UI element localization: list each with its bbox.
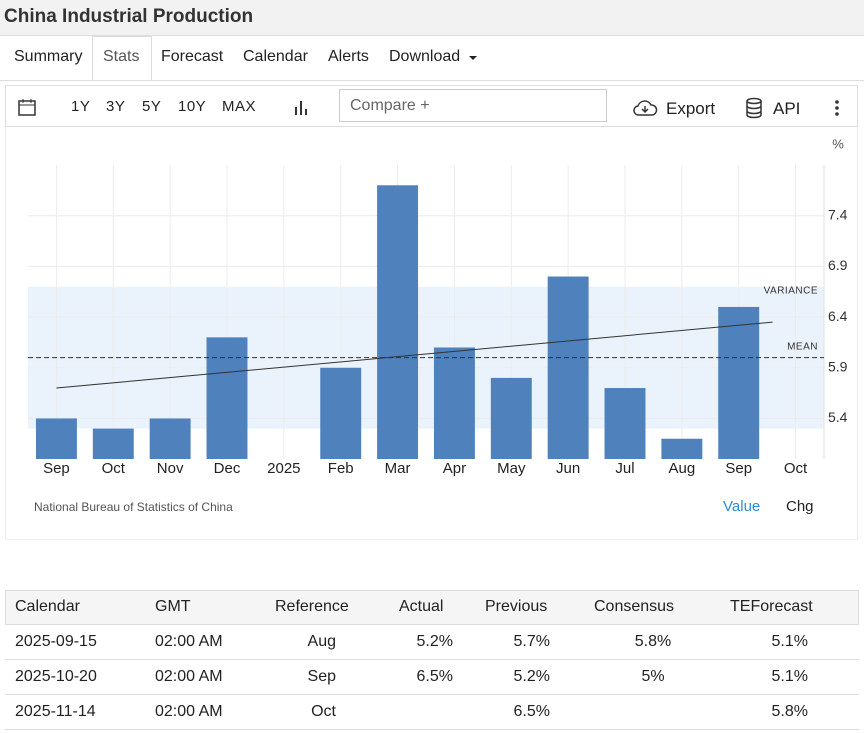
table-cell: 2025-10-20 <box>15 668 97 686</box>
table-cell: 5.1% <box>772 633 808 651</box>
y-tick-label: 6.4 <box>828 308 848 324</box>
bar <box>661 439 702 459</box>
table-cell: 6.5% <box>417 668 453 686</box>
x-tick-label: Sep <box>725 460 752 477</box>
table-cell: 02:00 AM <box>155 633 223 651</box>
divider <box>0 80 864 81</box>
x-tick-label: Oct <box>102 460 126 477</box>
x-tick-label: Oct <box>784 460 808 477</box>
unit-label: % <box>832 136 844 151</box>
x-tick-label: Apr <box>443 460 466 477</box>
row-divider <box>5 694 859 695</box>
table-cell: 02:00 AM <box>155 703 223 721</box>
table-cell: 5.2% <box>417 633 453 651</box>
calendar-icon[interactable] <box>17 97 37 117</box>
dropdown-caret <box>468 54 478 62</box>
bar <box>93 429 134 459</box>
column-header: Reference <box>275 598 349 616</box>
page-title: China Industrial Production <box>4 6 253 28</box>
x-tick-label: Sep <box>43 460 70 477</box>
bar <box>491 378 532 459</box>
range-button[interactable]: 10Y <box>178 98 206 115</box>
table-cell: 5% <box>641 668 664 686</box>
bar <box>434 347 475 459</box>
table-cell: Oct <box>311 703 336 721</box>
x-tick-label: May <box>497 460 526 477</box>
table-cell: Aug <box>308 633 336 651</box>
row-divider <box>5 729 859 730</box>
x-tick-label: Jun <box>556 460 580 477</box>
tab[interactable]: Alerts <box>328 48 369 66</box>
table-cell: 5.2% <box>514 668 550 686</box>
x-tick-label: Jul <box>615 460 634 477</box>
table-cell: 2025-11-14 <box>15 703 96 721</box>
y-tick-label: 5.9 <box>828 358 848 374</box>
bar <box>36 418 77 459</box>
bar <box>548 277 589 459</box>
column-header: TEForecast <box>730 598 813 616</box>
table-cell: 5.8% <box>635 633 671 651</box>
mean-label: MEAN <box>787 342 818 353</box>
export-button[interactable]: Export <box>666 99 715 119</box>
column-header: Consensus <box>594 598 674 616</box>
bar <box>207 337 248 459</box>
variance-label: VARIANCE <box>764 286 818 297</box>
bar <box>320 368 361 459</box>
table-cell: 5.1% <box>772 668 808 686</box>
range-button[interactable]: MAX <box>222 98 256 115</box>
bar <box>150 418 191 459</box>
range-button[interactable]: 1Y <box>71 98 90 115</box>
x-tick-label: Mar <box>385 460 411 477</box>
range-button[interactable]: 5Y <box>142 98 161 115</box>
bar <box>377 185 418 459</box>
y-tick-label: 6.9 <box>828 257 848 273</box>
row-divider <box>5 659 859 660</box>
tab[interactable]: Summary <box>14 48 82 66</box>
chart: % VARIANCE 5.4 5.9 6.4 6.9 7.4 Sep Oct Nov Dec 2025… <box>0 127 864 540</box>
chart-type-icon[interactable] <box>293 99 311 117</box>
x-tick-label: Feb <box>328 460 354 477</box>
table-cell: 5.8% <box>772 703 808 721</box>
column-header: Previous <box>485 598 547 616</box>
menu-icon[interactable] <box>834 99 840 117</box>
compare-input[interactable]: Compare + <box>339 89 607 122</box>
api-icon[interactable] <box>744 97 764 119</box>
mode-button[interactable]: Chg <box>786 498 814 515</box>
table-cell: 6.5% <box>514 703 550 721</box>
table-cell: 02:00 AM <box>155 668 223 686</box>
table-cell: 5.7% <box>514 633 550 651</box>
y-tick-label: 7.4 <box>828 206 848 222</box>
tab[interactable]: Stats <box>103 48 139 66</box>
x-tick-label: Dec <box>214 460 241 477</box>
mode-button[interactable]: Value <box>723 498 760 515</box>
source: National Bureau of Statistics of China <box>34 500 233 514</box>
column-header: GMT <box>155 598 191 616</box>
y-tick-label: 5.4 <box>828 409 848 425</box>
bar <box>605 388 646 459</box>
table-cell: 2025-09-15 <box>15 633 97 651</box>
export-icon[interactable] <box>632 98 658 118</box>
column-header: Calendar <box>15 598 80 616</box>
tab[interactable]: Calendar <box>243 48 308 66</box>
x-tick-label: Aug <box>669 460 696 477</box>
bar <box>718 307 759 459</box>
tab[interactable]: Download <box>389 48 460 66</box>
column-header: Actual <box>399 598 443 616</box>
tab[interactable]: Forecast <box>161 48 223 66</box>
x-tick-label: Nov <box>157 460 184 477</box>
api-button[interactable]: API <box>773 99 800 119</box>
table-cell: Sep <box>308 668 336 686</box>
range-button[interactable]: 3Y <box>106 98 125 115</box>
x-tick-label: 2025 <box>267 460 300 477</box>
